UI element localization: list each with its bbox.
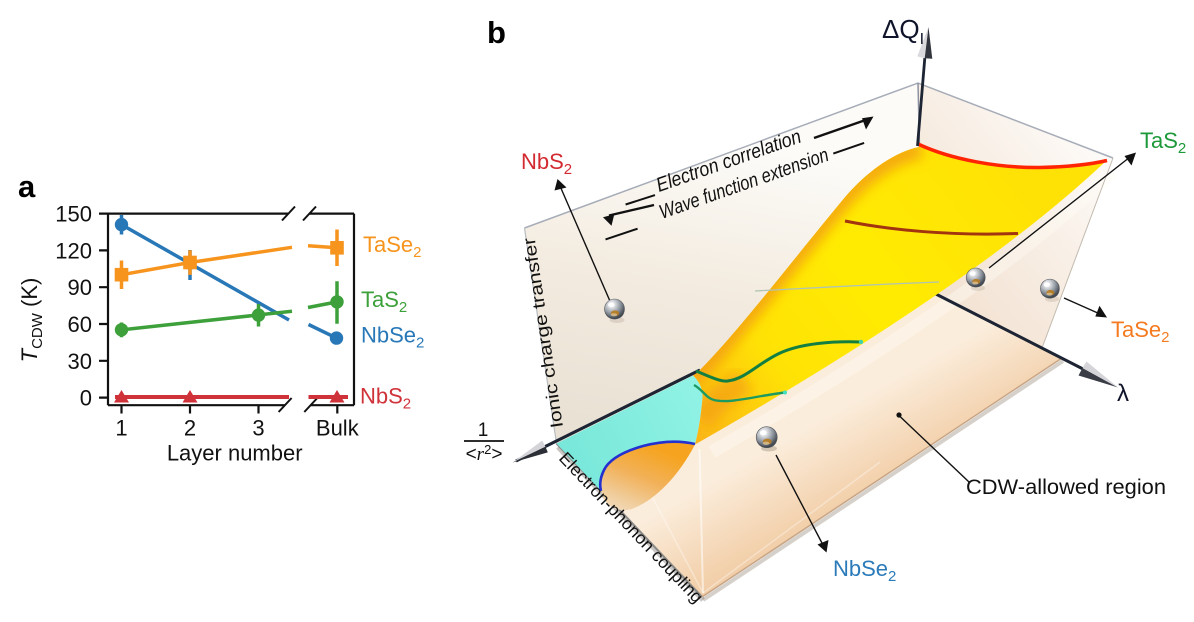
svg-text:<r2>: <r2> [466, 442, 503, 465]
svg-text:60: 60 [68, 312, 92, 337]
svg-text:1: 1 [478, 420, 489, 441]
svg-text:0: 0 [80, 386, 92, 411]
svg-text:TaS2: TaS2 [361, 287, 407, 316]
svg-text:1: 1 [115, 416, 127, 441]
svg-text:NbSe2: NbSe2 [833, 556, 896, 585]
svg-text:Layer number: Layer number [167, 441, 303, 466]
svg-text:λ: λ [1117, 380, 1129, 407]
svg-text:TaSe2: TaSe2 [363, 232, 422, 261]
svg-text:120: 120 [55, 238, 92, 263]
svg-text:TCDW (K): TCDW (K) [17, 278, 46, 363]
svg-text:NbSe2: NbSe2 [361, 323, 424, 352]
svg-text:b: b [487, 15, 506, 50]
svg-text:2: 2 [184, 416, 196, 441]
svg-text:a: a [18, 169, 36, 204]
svg-text:TaSe2: TaSe2 [1111, 317, 1170, 346]
svg-text:30: 30 [68, 349, 92, 374]
svg-text:Bulk: Bulk [316, 416, 360, 441]
svg-text:NbS2: NbS2 [360, 384, 411, 413]
svg-text:3: 3 [252, 416, 264, 441]
svg-text:CDW-allowed region: CDW-allowed region [966, 476, 1166, 499]
svg-text:90: 90 [68, 275, 92, 300]
svg-text:NbS2: NbS2 [521, 149, 572, 178]
svg-text:150: 150 [55, 202, 92, 227]
svg-text:TaS2: TaS2 [1140, 128, 1186, 157]
svg-text:ΔQI: ΔQI [882, 14, 924, 48]
